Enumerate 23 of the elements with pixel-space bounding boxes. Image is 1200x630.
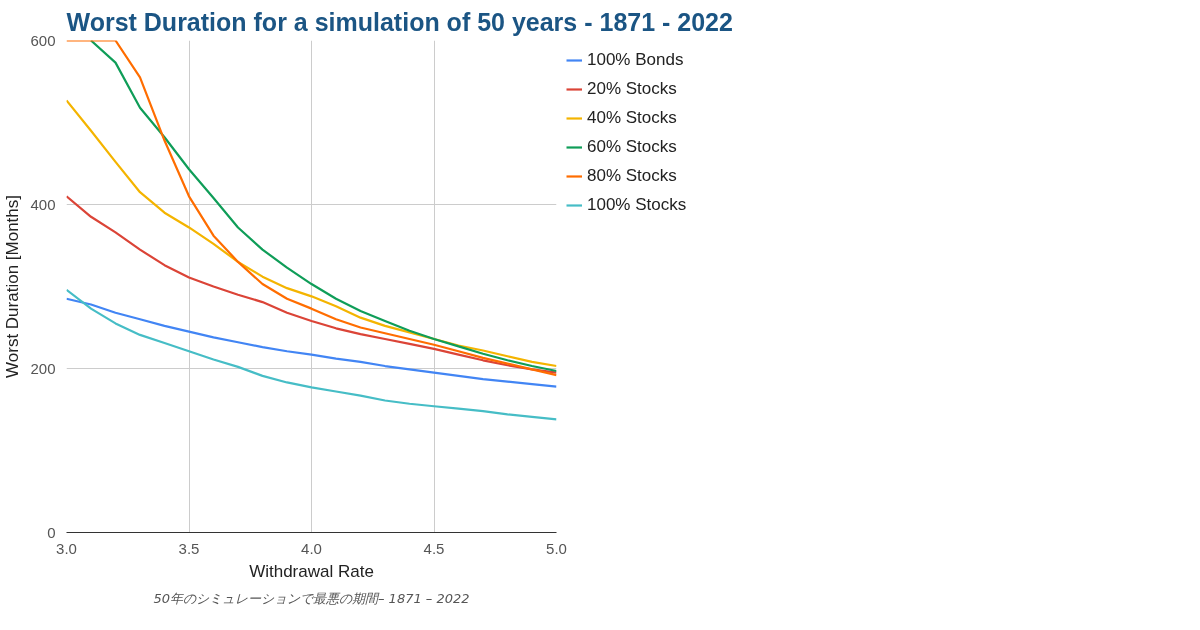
text: 50年のシミュレーションで最悪の期間– 1871 – 2022 bbox=[153, 590, 470, 606]
legend-label: 40% Stocks bbox=[587, 108, 677, 128]
x-axis-title: Withdrawal Rate bbox=[249, 561, 374, 581]
line-series bbox=[66, 288, 557, 421]
line-series bbox=[66, 195, 557, 374]
x-tick-label: 3.0 bbox=[56, 539, 77, 557]
legend-label: 80% Stocks bbox=[587, 166, 677, 186]
y-tick-label: 200 bbox=[30, 359, 56, 377]
y-axis-title: Worst Duration [Months] bbox=[3, 195, 23, 378]
legend-label: 20% Stocks bbox=[587, 79, 677, 99]
x-tick-label: 5.0 bbox=[546, 539, 567, 557]
y-tick-label: 400 bbox=[30, 195, 56, 213]
chart-title: Worst Duration for a simulation of 50 years - 1871 - 2022 bbox=[66, 7, 733, 36]
line-series bbox=[66, 99, 557, 368]
legend-label: 100% Stocks bbox=[587, 195, 687, 215]
x-tick-label: 4.0 bbox=[301, 539, 322, 557]
legend-label: 60% Stocks bbox=[587, 137, 677, 157]
x-tick-label: 4.5 bbox=[423, 539, 445, 557]
y-tick-label: 600 bbox=[30, 31, 56, 49]
x-tick-label: 3.5 bbox=[178, 539, 200, 557]
line-series bbox=[66, 297, 557, 388]
legend-label: 100% Bonds bbox=[587, 50, 684, 70]
y-tick-label: 0 bbox=[47, 523, 56, 541]
